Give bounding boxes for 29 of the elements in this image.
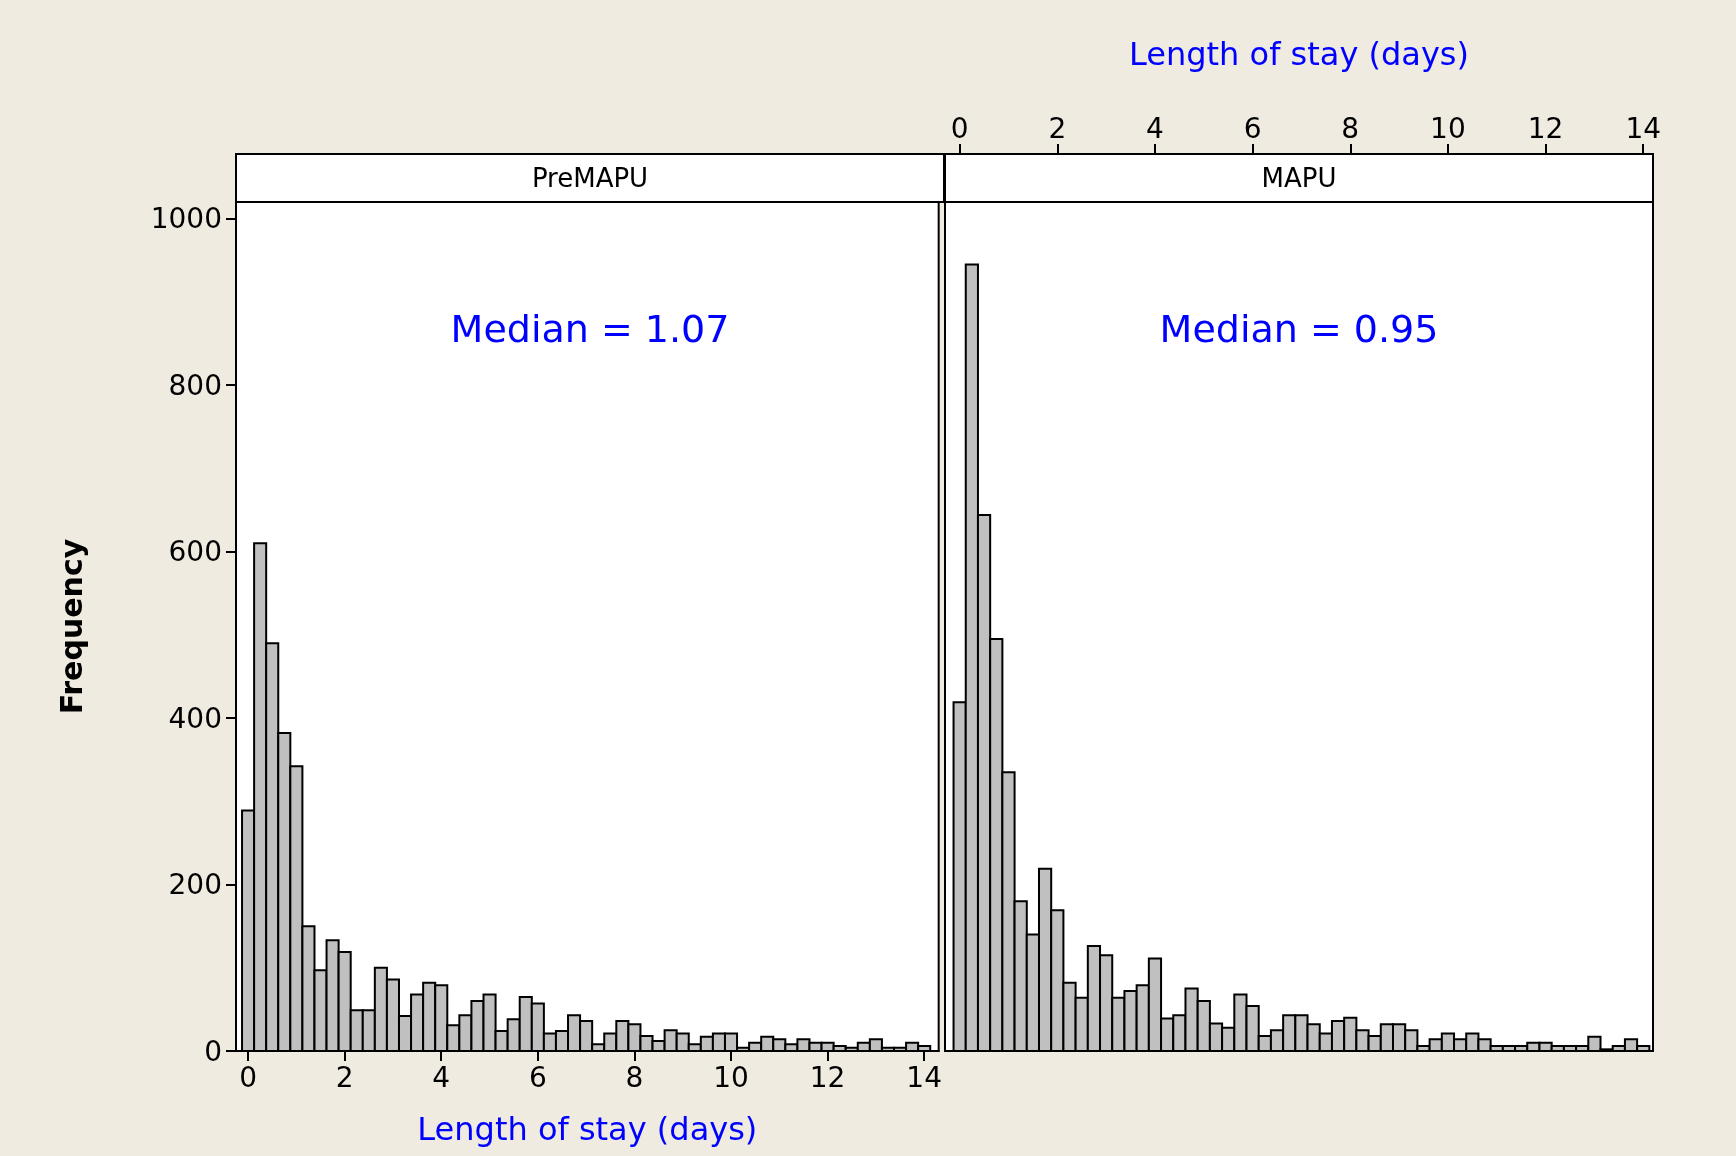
y-tick-label: 1000 — [150, 202, 222, 236]
y-tick-label: 800 — [168, 368, 222, 402]
x-tick-label: 2 — [1048, 111, 1067, 145]
x-tick-label: 14 — [1625, 111, 1662, 145]
x-tick-label: 2 — [335, 1060, 354, 1094]
annotation: Median = 1.07 — [450, 307, 730, 351]
x-tick-label: 4 — [432, 1060, 451, 1094]
annotation: Median = 0.95 — [1159, 307, 1439, 351]
x-tick-label: 10 — [713, 1060, 749, 1094]
x-tick-label: 12 — [809, 1060, 846, 1094]
y-axis-title: Frequency — [53, 538, 89, 715]
x-tick-label: 8 — [625, 1060, 644, 1094]
x-tick-label: 10 — [1430, 111, 1466, 145]
x-tick-label: 6 — [528, 1060, 547, 1094]
x-tick-label: 14 — [906, 1060, 943, 1094]
x-tick-label: 4 — [1146, 111, 1164, 145]
x-tick-label: 0 — [950, 111, 969, 145]
chart-title: MAPU — [1261, 163, 1337, 193]
y-tick-label: 400 — [168, 701, 222, 735]
x-tick-label: 12 — [1527, 111, 1564, 145]
x-axis-title: Length of stay (days) — [417, 1110, 758, 1148]
y-tick-label: 0 — [204, 1034, 222, 1068]
x-tick-label: 8 — [1341, 111, 1360, 145]
x-tick-label: 6 — [1243, 111, 1262, 145]
y-tick-label: 600 — [168, 535, 222, 569]
chart-title: PreMAPU — [531, 163, 649, 193]
x-axis-title: Length of stay (days) — [1129, 35, 1469, 73]
y-tick-label: 200 — [168, 868, 222, 902]
x-tick-label: 0 — [239, 1060, 257, 1094]
